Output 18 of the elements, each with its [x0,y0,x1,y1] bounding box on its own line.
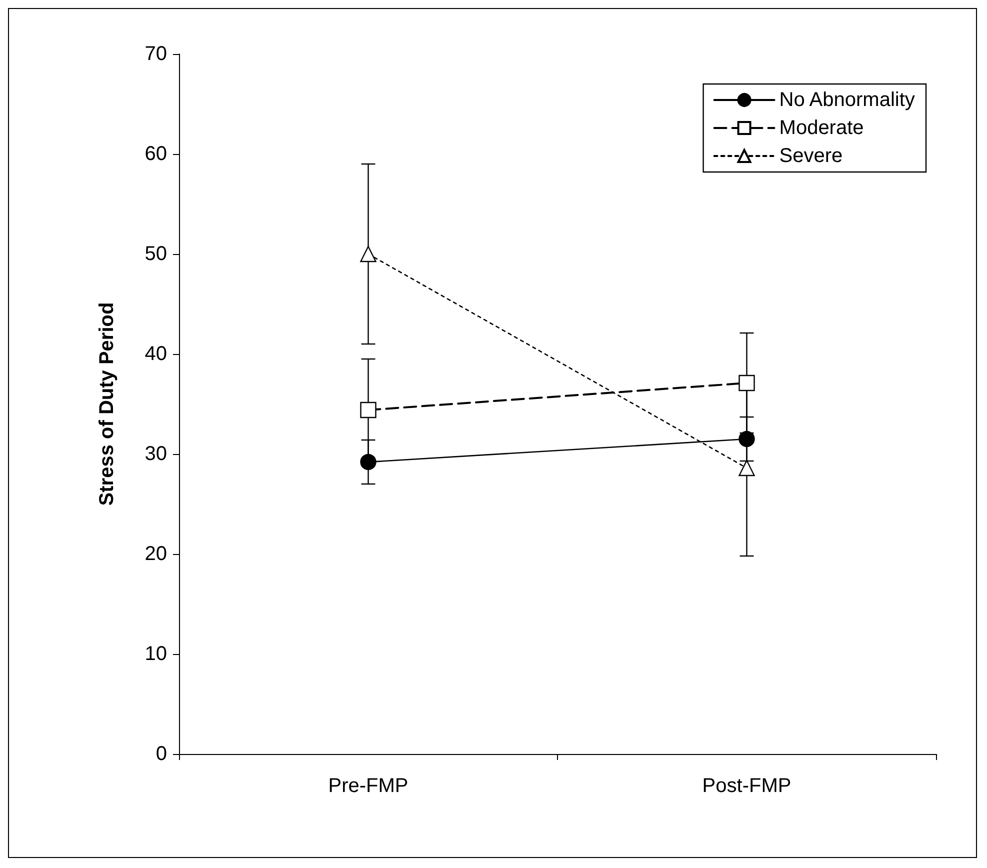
y-tick-label: 0 [156,743,167,765]
point [738,430,755,448]
y-tick-label: 70 [144,43,167,65]
y-tick-label: 20 [144,543,167,565]
point [738,374,755,392]
x-tick-label: Pre-FMP [328,775,408,797]
legend-label: Moderate [779,117,864,139]
legend-label: Severe [779,145,843,167]
y-tick-label: 10 [144,643,167,665]
y-tick-label: 30 [144,443,167,465]
y-tick-label: 40 [144,343,167,365]
y-tick-label: 50 [144,243,167,265]
x-tick-label: Post-FMP [702,775,792,797]
point [360,454,376,470]
point [360,402,376,418]
y-tick-label: 60 [144,143,167,165]
legend-label: No Abnormality [779,89,915,111]
y-axis-title: Stress of Duty Period [96,302,118,506]
